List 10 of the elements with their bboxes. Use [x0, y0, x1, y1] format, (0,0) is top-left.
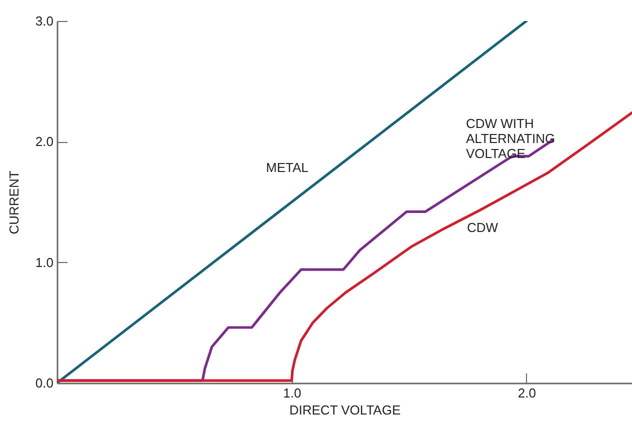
x-axis-title: DIRECT VOLTAGE: [289, 402, 401, 418]
y-axis-title: CURRENT: [6, 170, 22, 234]
annotation: CDW: [467, 220, 499, 235]
y-tick-label: 2.0: [35, 134, 54, 150]
y-tick-label: 3.0: [35, 14, 54, 28]
y-tick-label: 0.0: [35, 376, 54, 390]
line-series: [57, 111, 632, 382]
annotation: CDW WITH ALTERNATING VOLTAGE: [466, 116, 556, 161]
y-tick-label: 1.0: [35, 254, 54, 270]
annotation: METAL: [266, 160, 308, 175]
